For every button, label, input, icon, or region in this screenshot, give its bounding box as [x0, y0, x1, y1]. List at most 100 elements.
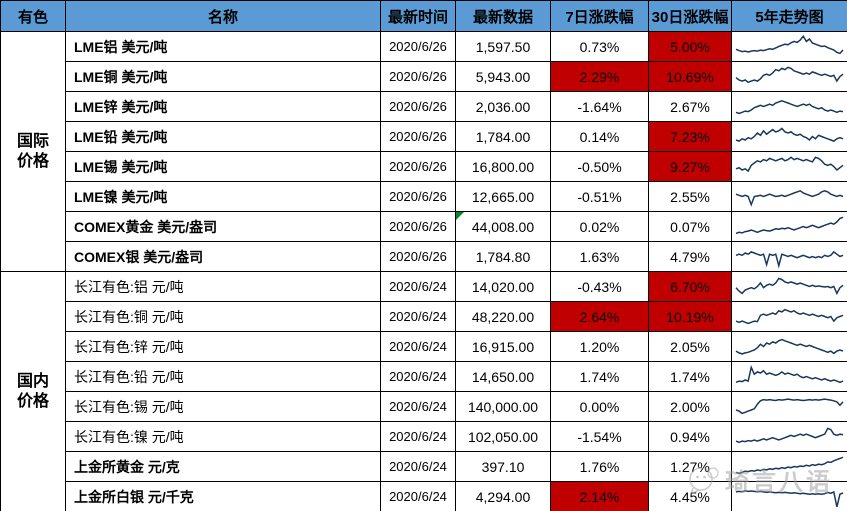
- instrument-name-cell[interactable]: 长江有色:铅 元/吨: [65, 361, 381, 392]
- latest-date-cell[interactable]: 2020/6/24: [380, 421, 456, 452]
- latest-date-cell[interactable]: 2020/6/24: [380, 331, 456, 362]
- instrument-name-cell[interactable]: LME锌 美元/吨: [65, 91, 381, 122]
- sparkline-5y-cell[interactable]: [731, 211, 847, 242]
- header-date[interactable]: 最新时间: [380, 0, 456, 32]
- instrument-name-cell[interactable]: 长江有色:铝 元/吨: [65, 271, 381, 302]
- chg-7d-cell[interactable]: 0.14%: [550, 121, 649, 152]
- sparkline-5y-cell[interactable]: [731, 241, 847, 272]
- sparkline-5y-cell[interactable]: [731, 481, 847, 511]
- chg-30d-cell[interactable]: 2.00%: [648, 391, 732, 422]
- chg-7d-cell[interactable]: 0.73%: [550, 31, 649, 62]
- header-spark[interactable]: 5年走势图: [731, 0, 847, 32]
- instrument-name-cell[interactable]: 长江有色:铜 元/吨: [65, 301, 381, 332]
- sparkline-5y-cell[interactable]: [731, 151, 847, 182]
- latest-value-cell[interactable]: 102,050.00: [455, 421, 551, 452]
- latest-date-cell[interactable]: 2020/6/24: [380, 271, 456, 302]
- instrument-name-cell[interactable]: LME铝 美元/吨: [65, 31, 381, 62]
- chg-30d-cell[interactable]: 5.00%: [648, 31, 732, 62]
- sparkline-5y-cell[interactable]: [731, 331, 847, 362]
- chg-7d-cell[interactable]: 1.76%: [550, 451, 649, 482]
- latest-value-cell[interactable]: 1,597.50: [455, 31, 551, 62]
- sparkline-5y-cell[interactable]: [731, 181, 847, 212]
- latest-date-cell[interactable]: 2020/6/24: [380, 481, 456, 511]
- chg-30d-cell[interactable]: 2.05%: [648, 331, 732, 362]
- instrument-name-cell[interactable]: LME铜 美元/吨: [65, 61, 381, 92]
- latest-date-cell[interactable]: 2020/6/26: [380, 31, 456, 62]
- sparkline-5y-cell[interactable]: [731, 91, 847, 122]
- latest-date-cell[interactable]: 2020/6/26: [380, 61, 456, 92]
- chg-30d-cell[interactable]: 6.70%: [648, 271, 732, 302]
- instrument-name-cell[interactable]: COMEX黄金 美元/盎司: [65, 211, 381, 242]
- chg-7d-cell[interactable]: 1.74%: [550, 361, 649, 392]
- sparkline-5y-cell[interactable]: [731, 61, 847, 92]
- chg-7d-cell[interactable]: 1.20%: [550, 331, 649, 362]
- chg-7d-cell[interactable]: -0.50%: [550, 151, 649, 182]
- latest-value-cell[interactable]: 1,784.00: [455, 121, 551, 152]
- latest-value-cell[interactable]: 4,294.00: [455, 481, 551, 511]
- chg-30d-cell[interactable]: 10.19%: [648, 301, 732, 332]
- header-chg7[interactable]: 7日涨跌幅: [550, 0, 649, 32]
- latest-date-cell[interactable]: 2020/6/24: [380, 361, 456, 392]
- header-name[interactable]: 名称: [65, 0, 381, 32]
- sparkline-5y-cell[interactable]: [731, 391, 847, 422]
- chg-7d-cell[interactable]: -0.43%: [550, 271, 649, 302]
- sparkline-5y-cell[interactable]: [731, 31, 847, 62]
- chg-7d-cell[interactable]: -0.51%: [550, 181, 649, 212]
- instrument-name-cell[interactable]: 上金所黄金 元/克: [65, 451, 381, 482]
- latest-value-cell[interactable]: 12,665.00: [455, 181, 551, 212]
- latest-value-cell[interactable]: 2,036.00: [455, 91, 551, 122]
- chg-30d-cell[interactable]: 7.23%: [648, 121, 732, 152]
- chg-7d-cell[interactable]: 0.00%: [550, 391, 649, 422]
- latest-value-cell[interactable]: 14,650.00: [455, 361, 551, 392]
- latest-date-cell[interactable]: 2020/6/24: [380, 301, 456, 332]
- sparkline-5y-cell[interactable]: [731, 361, 847, 392]
- instrument-name-cell[interactable]: LME锡 美元/吨: [65, 151, 381, 182]
- latest-value-cell[interactable]: 48,220.00: [455, 301, 551, 332]
- latest-value-cell[interactable]: 5,943.00: [455, 61, 551, 92]
- instrument-name-cell[interactable]: 长江有色:锡 元/吨: [65, 391, 381, 422]
- latest-date-cell[interactable]: 2020/6/26: [380, 151, 456, 182]
- sparkline-5y-cell[interactable]: [731, 421, 847, 452]
- latest-date-cell[interactable]: 2020/6/26: [380, 211, 456, 242]
- chg-7d-cell[interactable]: -1.54%: [550, 421, 649, 452]
- chg-30d-cell[interactable]: 10.69%: [648, 61, 732, 92]
- latest-value-cell[interactable]: 140,000.00: [455, 391, 551, 422]
- instrument-name-cell[interactable]: LME镍 美元/吨: [65, 181, 381, 212]
- latest-value-cell[interactable]: 14,020.00: [455, 271, 551, 302]
- latest-date-cell[interactable]: 2020/6/26: [380, 241, 456, 272]
- latest-date-cell[interactable]: 2020/6/24: [380, 451, 456, 482]
- chg-7d-cell[interactable]: 0.02%: [550, 211, 649, 242]
- latest-value-cell[interactable]: 1,784.80: [455, 241, 551, 272]
- sparkline-5y-cell[interactable]: [731, 271, 847, 302]
- instrument-name-cell[interactable]: 长江有色:锌 元/吨: [65, 331, 381, 362]
- chg-7d-cell[interactable]: 2.64%: [550, 301, 649, 332]
- instrument-name-cell[interactable]: LME铅 美元/吨: [65, 121, 381, 152]
- header-value[interactable]: 最新数据: [455, 0, 551, 32]
- chg-30d-cell[interactable]: 4.79%: [648, 241, 732, 272]
- chg-30d-cell[interactable]: 2.67%: [648, 91, 732, 122]
- instrument-name-cell[interactable]: 上金所白银 元/千克: [65, 481, 381, 511]
- sparkline-5y-cell[interactable]: [731, 301, 847, 332]
- latest-date-cell[interactable]: 2020/6/26: [380, 181, 456, 212]
- chg-7d-cell[interactable]: 2.29%: [550, 61, 649, 92]
- latest-date-cell[interactable]: 2020/6/24: [380, 391, 456, 422]
- latest-value-cell[interactable]: 16,915.00: [455, 331, 551, 362]
- sparkline-5y-cell[interactable]: [731, 451, 847, 482]
- instrument-name-cell[interactable]: 长江有色:镍 元/吨: [65, 421, 381, 452]
- latest-date-cell[interactable]: 2020/6/26: [380, 121, 456, 152]
- category-cell-international[interactable]: 国际 价格: [0, 31, 66, 272]
- category-cell-domestic[interactable]: 国内 价格: [0, 271, 66, 511]
- latest-value-cell[interactable]: 44,008.00: [455, 211, 551, 242]
- chg-7d-cell[interactable]: 2.14%: [550, 481, 649, 511]
- chg-30d-cell[interactable]: 1.74%: [648, 361, 732, 392]
- chg-30d-cell[interactable]: 2.55%: [648, 181, 732, 212]
- chg-30d-cell[interactable]: 9.27%: [648, 151, 732, 182]
- chg-7d-cell[interactable]: 1.63%: [550, 241, 649, 272]
- latest-date-cell[interactable]: 2020/6/26: [380, 91, 456, 122]
- chg-30d-cell[interactable]: 0.07%: [648, 211, 732, 242]
- chg-30d-cell[interactable]: 1.27%: [648, 451, 732, 482]
- chg-30d-cell[interactable]: 4.45%: [648, 481, 732, 511]
- sparkline-5y-cell[interactable]: [731, 121, 847, 152]
- header-category[interactable]: 有色: [0, 0, 66, 32]
- latest-value-cell[interactable]: 397.10: [455, 451, 551, 482]
